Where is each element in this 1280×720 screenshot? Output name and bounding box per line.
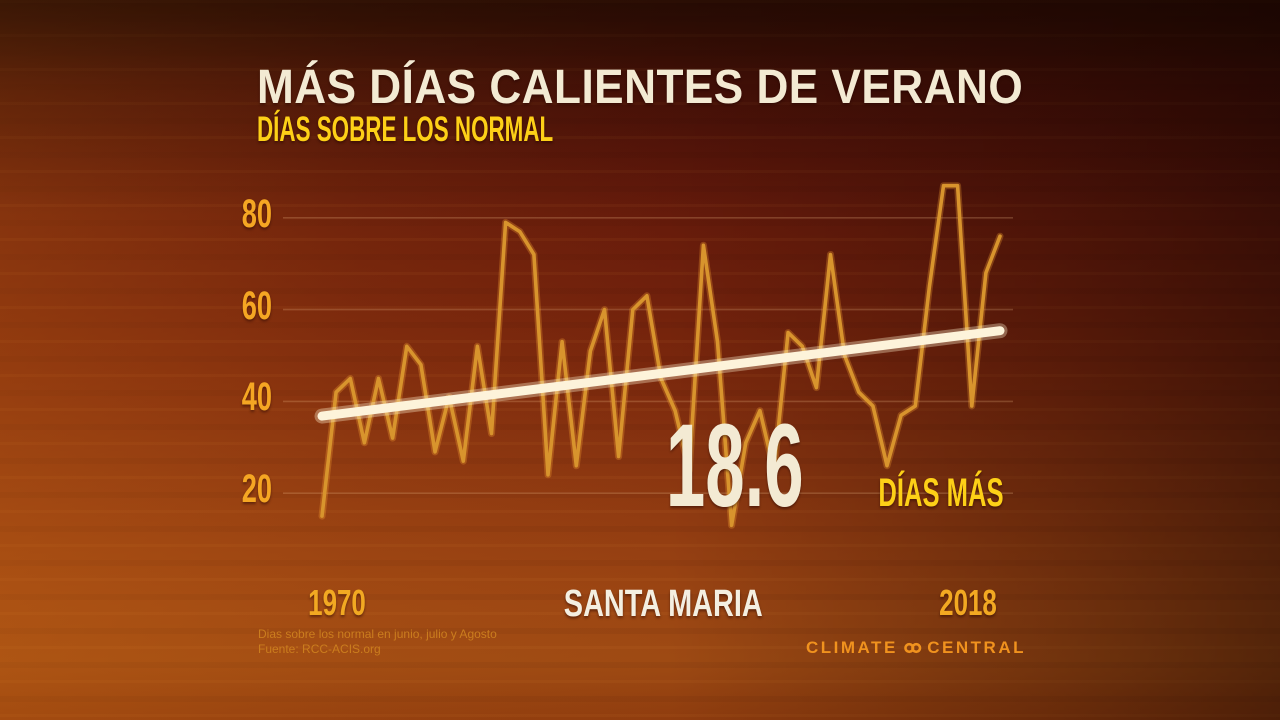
footnote-line-1: Dias sobre los normal en junio, julio y … bbox=[258, 627, 497, 641]
y-tick-label-40: 40 bbox=[241, 375, 272, 420]
data-line bbox=[320, 183, 1002, 528]
trend-annotation-value: 18.6 bbox=[666, 400, 804, 532]
trend-annotation: 18.6 DÍAS MÁS bbox=[574, 400, 1004, 532]
trend-line-core bbox=[317, 326, 1005, 421]
x-axis-label-start: 1970 bbox=[308, 582, 366, 623]
y-tick-label-20: 20 bbox=[241, 467, 272, 512]
chart-subtitle: DÍAS SOBRE LOS NORMAL bbox=[257, 110, 554, 149]
trend-annotation-label: DÍAS MÁS bbox=[878, 471, 1004, 515]
y-tick-label-60: 60 bbox=[241, 283, 272, 328]
logo-word-central: CENTRAL bbox=[927, 638, 1026, 657]
footnote: Dias sobre los normal en junio, julio y … bbox=[258, 627, 497, 657]
chart-title: MÁS DÍAS CALIENTES DE VERANO bbox=[257, 61, 1024, 114]
y-tick-label-80: 80 bbox=[241, 191, 272, 236]
interlocking-rings-icon bbox=[903, 642, 922, 654]
trend-line bbox=[314, 323, 1008, 424]
logo-word-climate: CLIMATE bbox=[806, 638, 898, 657]
footnote-line-2: Fuente: RCC-ACIS.org bbox=[258, 642, 381, 656]
x-axis-label-end: 2018 bbox=[939, 582, 997, 623]
data-series bbox=[318, 182, 1004, 529]
climate-central-logo: CLIMATE CENTRAL bbox=[806, 633, 1026, 663]
station-label: SANTA MARIA bbox=[563, 583, 763, 625]
